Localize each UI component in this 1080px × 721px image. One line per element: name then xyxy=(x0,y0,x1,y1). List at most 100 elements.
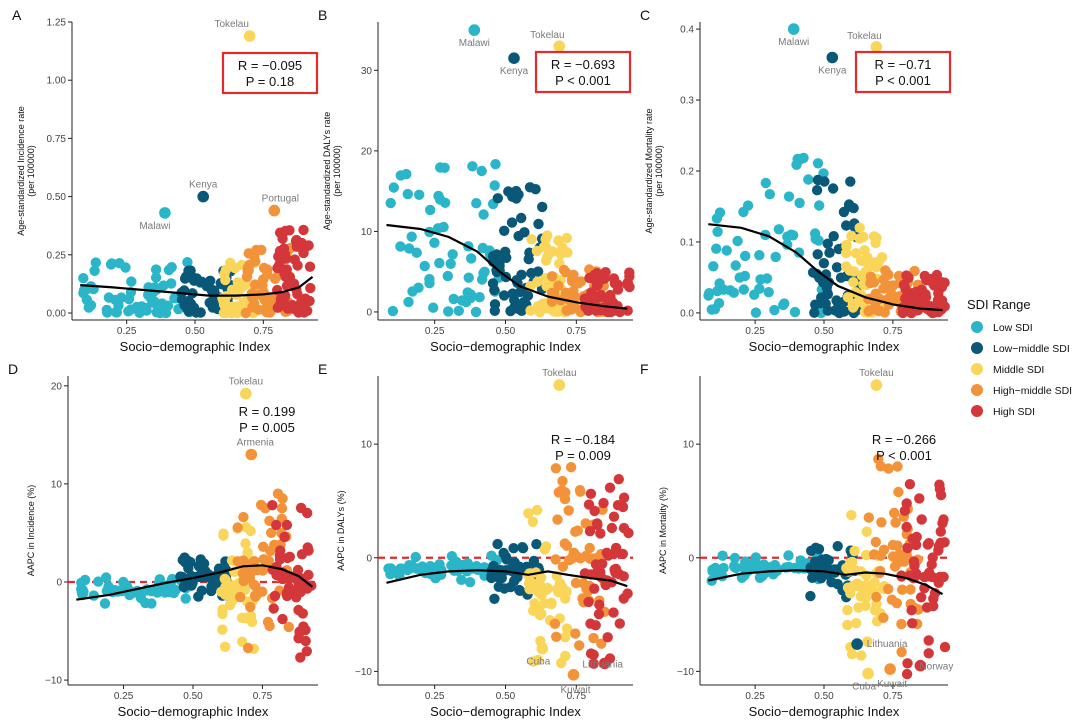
data-point xyxy=(584,526,596,537)
data-point xyxy=(580,550,592,562)
data-point xyxy=(453,305,464,316)
data-point xyxy=(834,306,845,318)
data-point xyxy=(873,305,885,317)
data-point xyxy=(478,209,489,220)
data-point xyxy=(146,598,157,609)
y-tick-label: 0.2 xyxy=(680,167,694,178)
data-point xyxy=(551,631,562,642)
data-point xyxy=(281,519,293,531)
data-point xyxy=(99,598,111,609)
data-point xyxy=(590,620,601,631)
x-tick-label: 0.75 xyxy=(254,326,274,337)
data-point xyxy=(916,592,927,603)
data-point xyxy=(928,600,939,612)
data-point xyxy=(807,564,818,575)
data-point xyxy=(901,521,912,533)
data-point xyxy=(888,280,899,291)
data-point xyxy=(242,642,254,654)
stats-text: R = −0.266 xyxy=(872,432,936,447)
data-point xyxy=(831,262,843,273)
x-tick-label: 0.50 xyxy=(183,691,203,702)
y-axis-label: AAPC in DALYs (%) xyxy=(336,490,346,570)
stats-box xyxy=(534,50,632,94)
data-point xyxy=(240,538,251,549)
data-point xyxy=(183,563,194,574)
data-point xyxy=(83,302,95,313)
legend-label: Low SDI xyxy=(993,322,1033,334)
data-point xyxy=(871,591,882,603)
data-point xyxy=(812,249,823,260)
data-point xyxy=(218,530,229,541)
data-point xyxy=(302,507,313,519)
y-tick-label: 0 xyxy=(56,578,62,589)
data-point xyxy=(560,631,571,643)
data-point xyxy=(489,284,500,296)
data-point xyxy=(805,590,816,602)
data-point xyxy=(170,584,181,596)
data-point xyxy=(883,583,894,595)
data-point xyxy=(923,648,934,659)
data-point xyxy=(618,492,630,503)
data-point xyxy=(268,603,279,614)
data-point xyxy=(550,554,561,565)
data-point xyxy=(783,550,794,561)
data-point xyxy=(851,618,862,629)
data-point xyxy=(916,514,927,525)
data-point xyxy=(861,579,872,591)
data-point xyxy=(185,298,197,309)
data-point xyxy=(459,559,471,570)
data-point xyxy=(588,658,599,669)
data-point xyxy=(859,245,870,256)
data-point xyxy=(246,288,257,299)
x-tick-label: 0.50 xyxy=(496,691,516,702)
data-point xyxy=(305,282,316,294)
data-point xyxy=(592,518,603,529)
data-point xyxy=(608,511,620,522)
data-point xyxy=(513,230,524,242)
data-point xyxy=(560,650,571,662)
data-point xyxy=(902,542,913,554)
y-tick-label: 0 xyxy=(688,553,694,564)
data-point xyxy=(557,475,568,487)
y-tick-label: 10 xyxy=(361,227,373,238)
data-point xyxy=(443,306,454,317)
data-point xyxy=(861,549,872,561)
y-tick-label: −10 xyxy=(45,676,62,687)
data-point xyxy=(447,249,458,260)
data-point xyxy=(924,305,936,317)
x-tick-label: 0.75 xyxy=(883,326,903,337)
data-point xyxy=(892,461,903,472)
data-point xyxy=(583,596,594,608)
data-point xyxy=(217,604,228,615)
data-point xyxy=(814,557,825,568)
data-point xyxy=(549,306,560,317)
data-point xyxy=(840,261,852,272)
data-point xyxy=(740,556,751,567)
highlight-point xyxy=(870,41,883,53)
data-point xyxy=(725,285,736,296)
data-point xyxy=(841,241,852,252)
legend-label: Middle SDI xyxy=(993,364,1044,376)
data-point xyxy=(160,307,172,319)
data-point xyxy=(901,668,913,680)
data-point xyxy=(613,474,624,485)
data-point xyxy=(848,277,859,288)
highlight-point xyxy=(870,379,883,391)
highlight-point xyxy=(851,638,863,650)
data-point xyxy=(890,517,901,528)
data-point xyxy=(769,304,780,316)
data-point xyxy=(754,250,765,261)
data-point xyxy=(760,177,771,189)
data-point xyxy=(557,581,568,593)
y-axis-label: Age-standardized Incidence rate xyxy=(16,106,26,236)
data-point xyxy=(589,505,600,517)
point-label: Lithuania xyxy=(867,639,908,650)
data-point xyxy=(462,287,473,298)
point-label: Malawi xyxy=(139,221,170,232)
point-label: Malawi xyxy=(778,37,809,48)
panel-letter: E xyxy=(318,361,327,377)
x-tick-label: 0.25 xyxy=(117,326,137,337)
y-axis-label: (per 100000) xyxy=(654,145,664,197)
data-point xyxy=(732,235,743,247)
data-point xyxy=(516,269,527,280)
